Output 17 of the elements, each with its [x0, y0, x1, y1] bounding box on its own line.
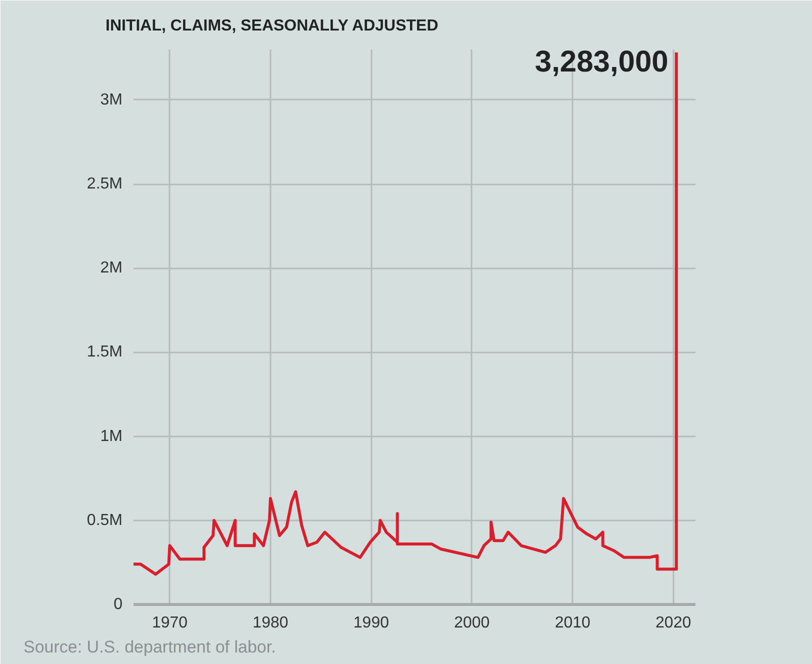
- chart-title: INITIAL, CLAIMS, SEASONALLY ADJUSTED: [106, 18, 438, 34]
- x-tick-label: 1970: [152, 614, 188, 632]
- x-tick-label: 1980: [252, 614, 288, 632]
- y-tick-label: 1.5M: [86, 344, 123, 361]
- y-tick-label: 3M: [100, 91, 123, 108]
- y-tick-label: 0.5M: [86, 512, 123, 529]
- y-tick-label: 1M: [100, 428, 123, 445]
- line-series: [134, 50, 678, 576]
- annotation: 3,283,000: [534, 45, 668, 78]
- x-tick-label: 2020: [656, 614, 692, 632]
- y-tick-label: 2M: [100, 260, 123, 277]
- source-note: Source: U.S. department of labor.: [24, 638, 276, 656]
- y-tick-label: 2.5M: [86, 176, 123, 193]
- y-tick-label: 0: [114, 596, 123, 613]
- x-tick-label: 2000: [454, 614, 490, 632]
- x-tick-label: 2010: [554, 614, 591, 632]
- x-tick-label: 1990: [353, 614, 390, 632]
